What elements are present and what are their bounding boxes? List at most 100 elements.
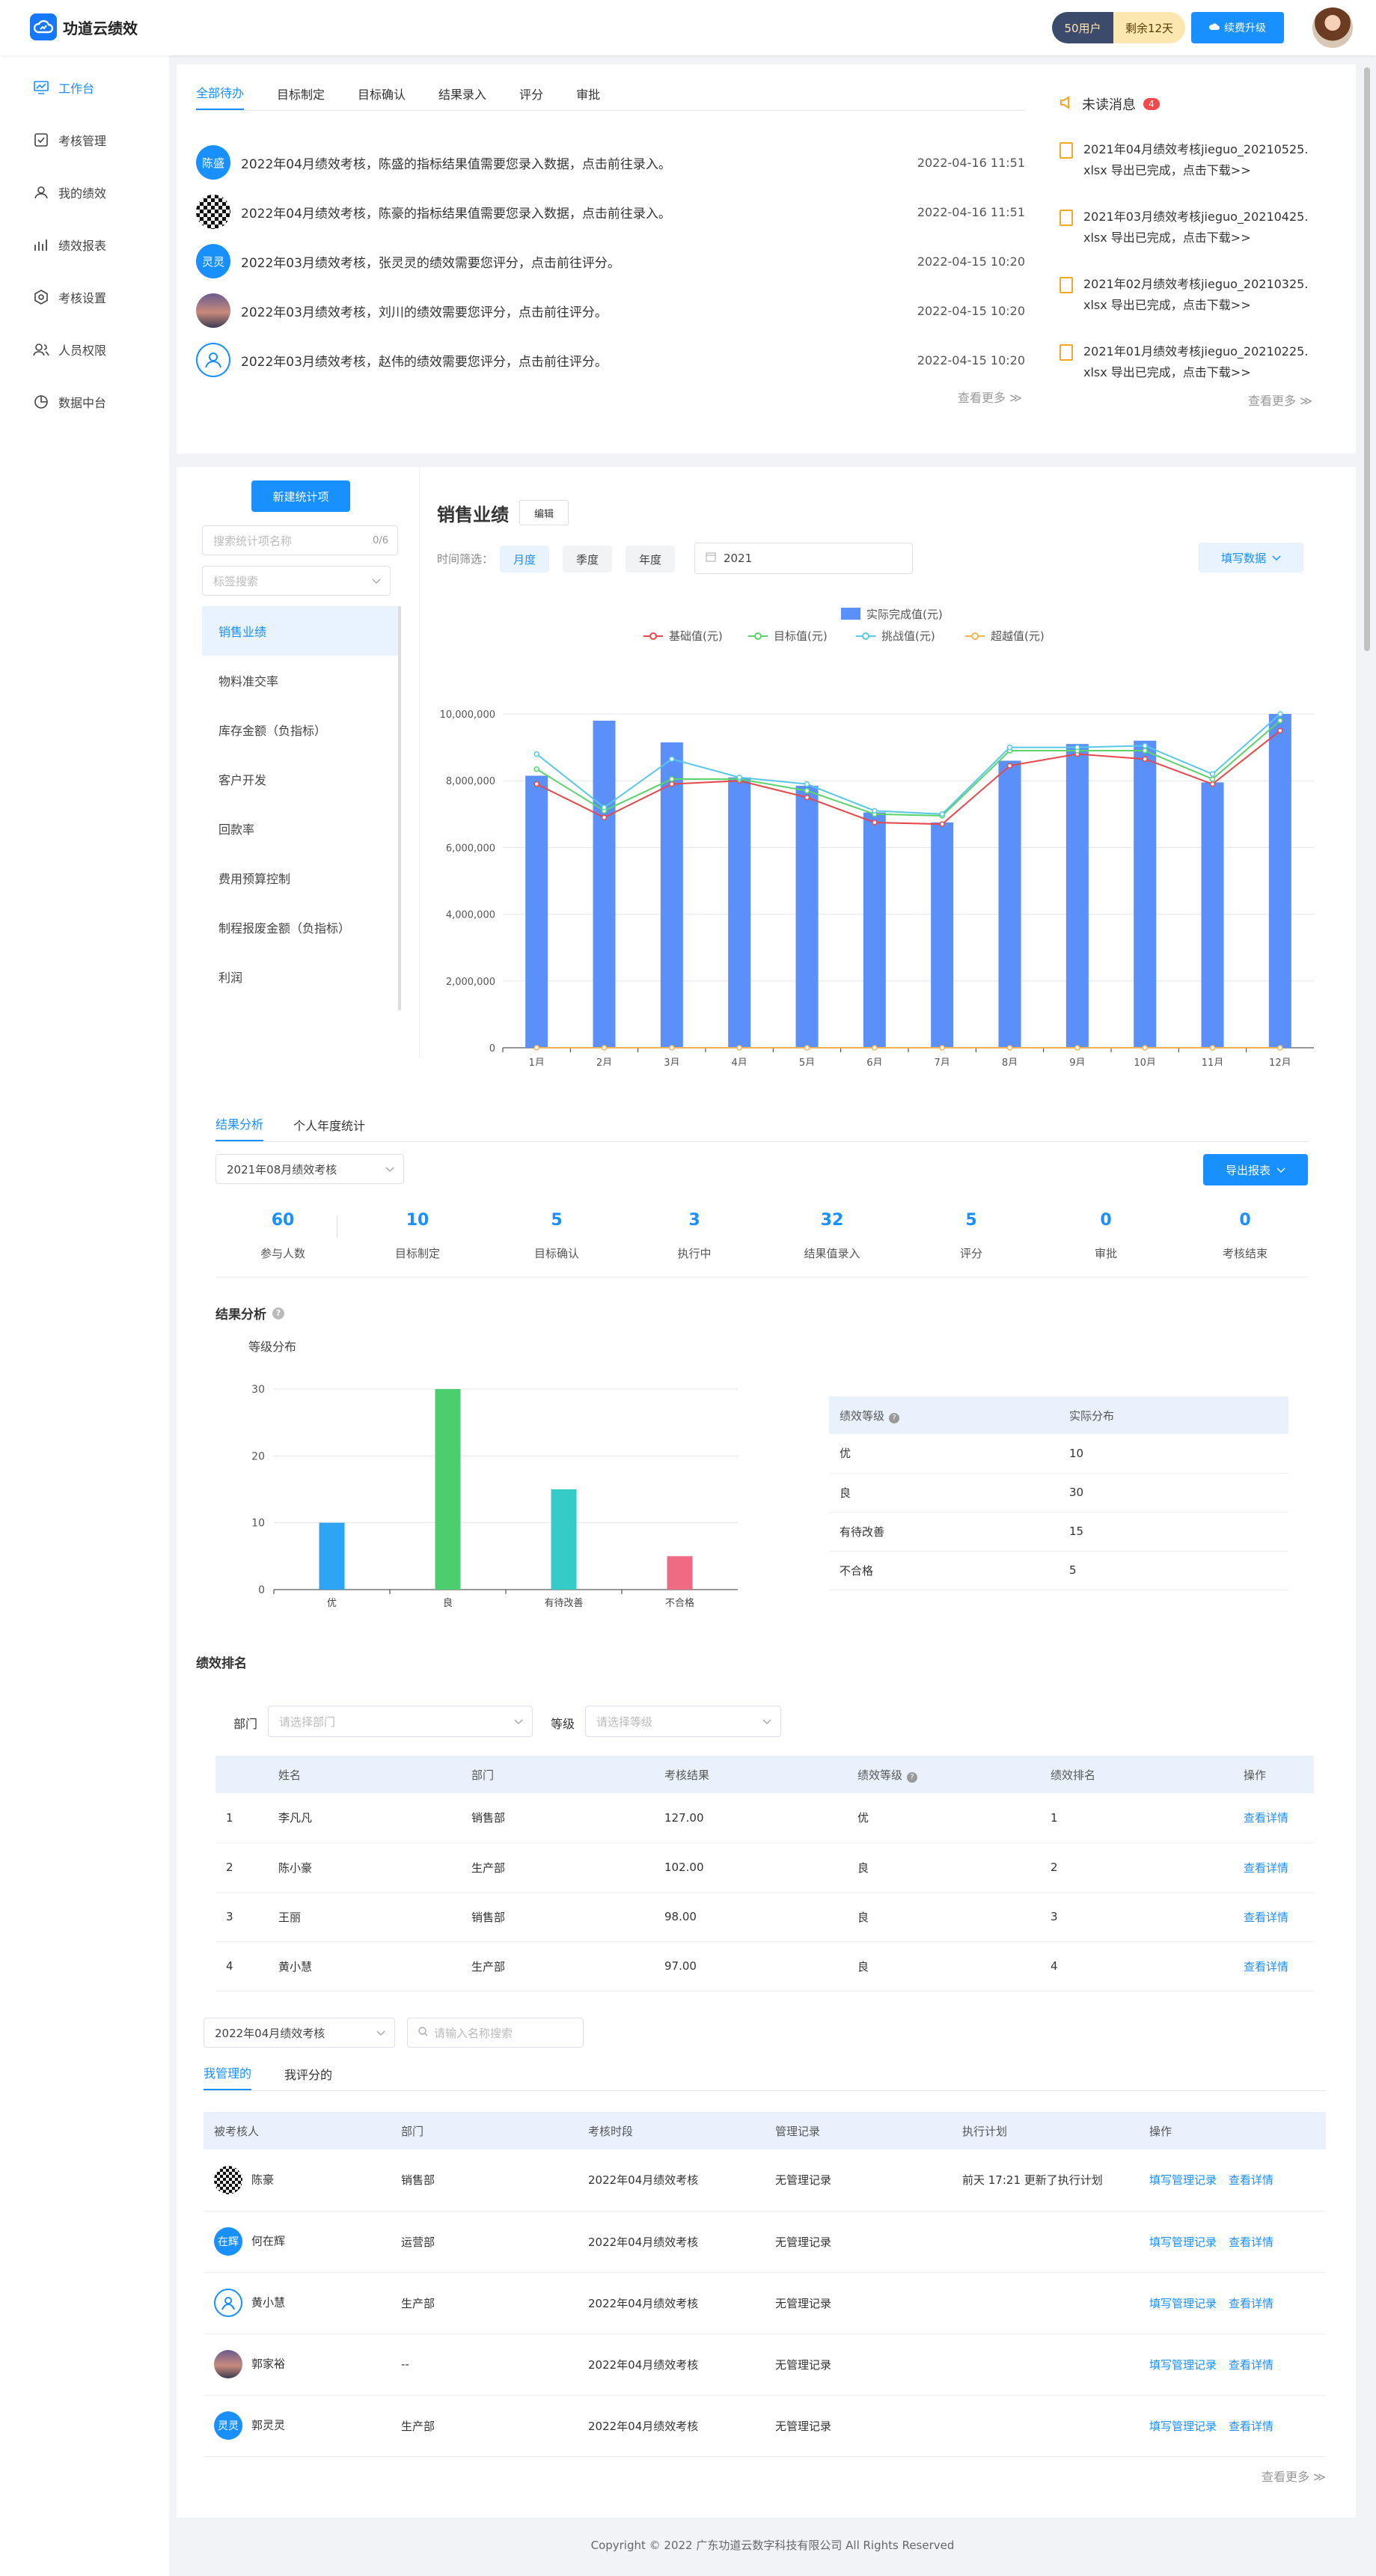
stat-item[interactable]: 制程报废金额（负指标） bbox=[218, 921, 351, 936]
table-cell: 102.00 bbox=[654, 1843, 847, 1893]
analysis-period-select[interactable]: 2021年08月绩效考核 bbox=[215, 1154, 404, 1184]
scrollbar-thumb[interactable] bbox=[1364, 67, 1370, 651]
nav-item-0[interactable]: 工作台 bbox=[0, 61, 169, 114]
todo-item[interactable]: 2022年03月绩效考核，刘川的绩效需要您评分，点击前往评分。 2022-04-1… bbox=[196, 286, 1025, 335]
todo-item[interactable]: 灵灵 2022年03月绩效考核，张灵灵的绩效需要您评分，点击前往评分。 2022-0… bbox=[196, 236, 1025, 286]
help-icon[interactable]: ? bbox=[272, 1307, 284, 1319]
view-detail-link[interactable]: 查看详情 bbox=[1229, 2419, 1274, 2433]
view-detail-link[interactable]: 查看详情 bbox=[1229, 2235, 1274, 2249]
view-detail-link[interactable]: 查看详情 bbox=[1229, 2357, 1274, 2372]
user-avatar-icon bbox=[196, 343, 230, 377]
view-detail-link[interactable]: 查看详情 bbox=[1233, 1941, 1314, 1991]
todo-item[interactable]: 2022年04月绩效考核，陈豪的指标结果值需要您录入数据，点击前往录入。 2022… bbox=[196, 187, 1025, 236]
bar-actual bbox=[1268, 714, 1291, 1048]
dept-select[interactable]: 请选择部门 bbox=[268, 1706, 533, 1737]
checklist-icon bbox=[33, 132, 49, 148]
message-item[interactable]: 2021年02月绩效考核jieguo_20210325. xlsx 导出已完成，点… bbox=[1059, 274, 1336, 316]
view-detail-link[interactable]: 查看详情 bbox=[1233, 1892, 1314, 1942]
grade-select[interactable]: 请选择等级 bbox=[585, 1706, 781, 1737]
analysis-tab-1[interactable]: 个人年度统计 bbox=[293, 1119, 366, 1133]
grade-label: 等级 bbox=[551, 1717, 575, 1731]
nav-item-5[interactable]: 人员权限 bbox=[0, 323, 169, 376]
column-header: 绩效等级? bbox=[829, 1397, 1059, 1434]
page-scrollbar[interactable] bbox=[1362, 60, 1372, 651]
messages-more-link[interactable]: 查看更多 ≫ bbox=[1248, 394, 1312, 408]
series-point bbox=[872, 820, 878, 825]
table-row: 不合格 5 bbox=[829, 1551, 1288, 1590]
stat-item[interactable]: 费用预算控制 bbox=[218, 872, 291, 886]
table-cell: 生产部 bbox=[391, 2272, 578, 2334]
segment-2[interactable]: 年度 bbox=[626, 546, 676, 573]
stat-item[interactable]: 利润 bbox=[218, 971, 243, 985]
year-picker[interactable]: 2021 bbox=[694, 543, 913, 574]
manage-tab-1[interactable]: 我评分的 bbox=[284, 2068, 333, 2082]
stat-item[interactable]: 物料准交率 bbox=[218, 674, 279, 689]
write-record-link[interactable]: 填写管理记录 bbox=[1149, 2173, 1217, 2188]
view-detail-link[interactable]: 查看详情 bbox=[1229, 2173, 1274, 2188]
todo-text: 2022年04月绩效考核，陈豪的指标结果值需要您录入数据，点击前往录入。 bbox=[241, 206, 671, 222]
message-item[interactable]: 2021年01月绩效考核jieguo_20210225. xlsx 导出已完成，点… bbox=[1059, 341, 1336, 383]
series-point bbox=[1074, 1045, 1080, 1051]
message-line: 2021年01月绩效考核jieguo_20210225. bbox=[1083, 344, 1309, 358]
nav-item-3[interactable]: 绩效报表 bbox=[0, 219, 169, 271]
renew-upgrade-button[interactable]: 续费升级 bbox=[1191, 12, 1284, 43]
todo-tab-5[interactable]: 审批 bbox=[576, 88, 601, 102]
todo-tab-3[interactable]: 结果录入 bbox=[438, 88, 487, 102]
message-item[interactable]: 2021年03月绩效考核jieguo_20210425. xlsx 导出已完成，点… bbox=[1059, 207, 1336, 248]
x-tick-label: 5月 bbox=[799, 1057, 815, 1066]
write-record-link[interactable]: 填写管理记录 bbox=[1149, 2419, 1217, 2433]
analysis-tab-0[interactable]: 结果分析 bbox=[215, 1114, 264, 1141]
todo-tab-1[interactable]: 目标制定 bbox=[277, 88, 325, 102]
write-record-link[interactable]: 填写管理记录 bbox=[1149, 2235, 1217, 2249]
column-header: 绩效排名 bbox=[1040, 1756, 1233, 1793]
stat-item[interactable]: 回款率 bbox=[218, 822, 255, 837]
todo-tab-0[interactable]: 全部待办 bbox=[196, 83, 245, 110]
series-point bbox=[669, 756, 675, 762]
stat-item[interactable]: 销售业绩 bbox=[202, 606, 398, 656]
todo-item[interactable]: 陈盛 2022年04月绩效考核，陈盛的指标结果值需要您录入数据，点击前往录入。 20… bbox=[196, 138, 1025, 187]
help-icon[interactable]: ? bbox=[889, 1412, 900, 1423]
manage-more-link[interactable]: 查看更多 ≫ bbox=[1262, 2470, 1326, 2484]
name-search-input[interactable]: 请输入名称搜索 bbox=[407, 2018, 584, 2048]
legend-marker bbox=[971, 632, 979, 640]
series-point bbox=[939, 821, 945, 827]
user-avatar[interactable] bbox=[1312, 7, 1353, 48]
edit-button[interactable]: 编辑 bbox=[519, 500, 569, 525]
todo-tab-2[interactable]: 目标确认 bbox=[358, 88, 406, 102]
nav-label: 工作台 bbox=[58, 82, 95, 96]
segment-0[interactable]: 月度 bbox=[500, 546, 550, 573]
nav-item-6[interactable]: 数据中台 bbox=[0, 376, 169, 428]
stat-item[interactable]: 库存金额（负指标） bbox=[218, 724, 327, 738]
manage-tab-0[interactable]: 我管理的 bbox=[204, 2063, 252, 2090]
table-cell bbox=[952, 2395, 1139, 2457]
person-cell: 在辉 何在辉 bbox=[204, 2211, 391, 2273]
todo-time: 2022-04-16 11:51 bbox=[917, 204, 1025, 219]
view-detail-link[interactable]: 查看详情 bbox=[1229, 2296, 1274, 2310]
new-stat-item-button[interactable]: 新建统计项 bbox=[251, 480, 350, 512]
segment-1[interactable]: 季度 bbox=[563, 546, 613, 573]
fill-data-dropdown[interactable]: 填写数据 bbox=[1199, 543, 1303, 573]
todo-time: 2022-04-15 10:20 bbox=[917, 254, 1025, 269]
nav-item-1[interactable]: 考核管理 bbox=[0, 114, 169, 166]
tag-search-select[interactable]: 标签搜索 bbox=[202, 566, 391, 596]
view-detail-link[interactable]: 查看详情 bbox=[1233, 1793, 1314, 1843]
todo-text: 2022年03月绩效考核，刘川的绩效需要您评分，点击前往评分。 bbox=[241, 305, 608, 320]
list-scrollbar[interactable] bbox=[398, 606, 401, 1010]
nav-item-2[interactable]: 我的绩效 bbox=[0, 166, 169, 219]
table-cell: 2022年04月绩效考核 bbox=[578, 2211, 765, 2273]
write-record-link[interactable]: 填写管理记录 bbox=[1149, 2296, 1217, 2310]
help-icon[interactable]: ? bbox=[907, 1771, 918, 1783]
chevron-down-icon bbox=[1272, 551, 1281, 564]
manage-period-select[interactable]: 2022年04月绩效考核 bbox=[204, 2018, 395, 2048]
todo-tab-4[interactable]: 评分 bbox=[519, 88, 544, 102]
app-logo[interactable]: 功道云绩效 bbox=[30, 13, 138, 40]
export-report-button[interactable]: 导出报表 bbox=[1203, 1154, 1308, 1185]
todo-item[interactable]: 2022年03月绩效考核，赵伟的绩效需要您评分，点击前往评分。 2022-04-1… bbox=[196, 335, 1025, 385]
stat-search-input[interactable]: 搜索统计项名称 0/6 bbox=[202, 525, 398, 555]
stat-item[interactable]: 客户开发 bbox=[218, 773, 267, 787]
message-item[interactable]: 2021年04月绩效考核jieguo_20210525. xlsx 导出已完成，点… bbox=[1059, 139, 1336, 181]
view-detail-link[interactable]: 查看详情 bbox=[1233, 1843, 1314, 1893]
todo-more-link[interactable]: 查看更多 ≫ bbox=[958, 391, 1022, 405]
write-record-link[interactable]: 填写管理记录 bbox=[1149, 2357, 1217, 2372]
nav-item-4[interactable]: 考核设置 bbox=[0, 271, 169, 323]
